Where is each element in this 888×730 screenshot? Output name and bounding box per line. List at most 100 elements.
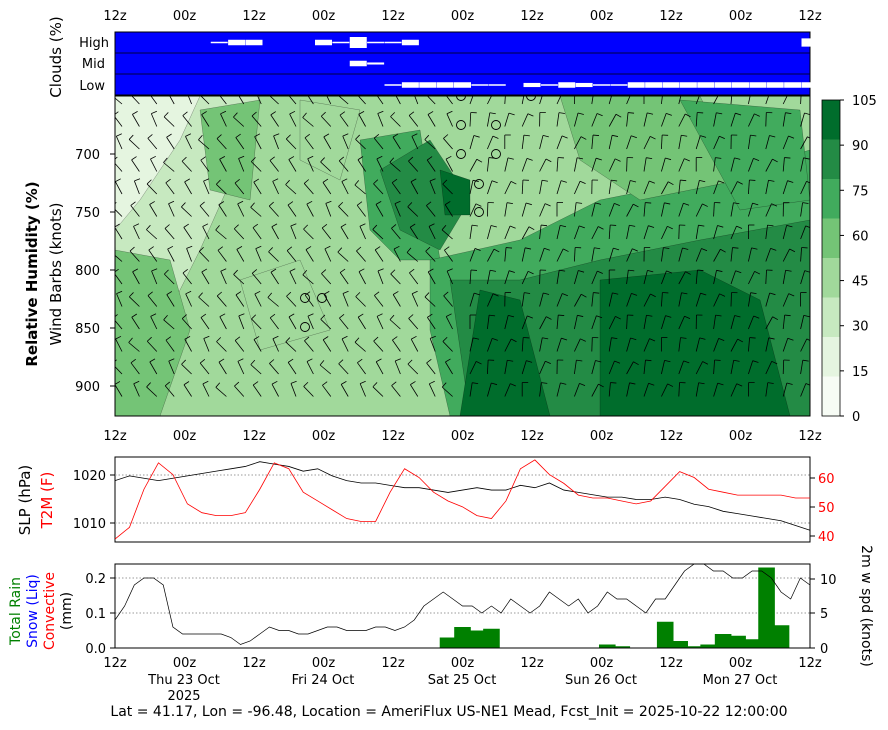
wind-barb-staff xyxy=(443,138,453,150)
cloud-bar xyxy=(228,39,246,46)
wind-barb-feather xyxy=(131,313,138,318)
wind-barb-staff xyxy=(304,294,314,307)
wind-barb-staff xyxy=(443,295,453,307)
wind-barb-staff xyxy=(408,318,419,330)
wind-barb-feather xyxy=(273,133,280,137)
colorbar-segment xyxy=(822,337,840,377)
wind-barb-staff xyxy=(252,227,262,240)
rh-contour-region xyxy=(299,99,361,181)
wind-barb-staff xyxy=(713,382,719,397)
wind-barb-staff xyxy=(695,135,701,150)
wind-barb-feather xyxy=(545,158,552,163)
wind-barb-staff xyxy=(320,318,332,330)
wind-barb-staff xyxy=(129,296,140,307)
wind-barb-staff xyxy=(427,271,436,285)
wind-barb-feather xyxy=(593,292,600,294)
wind-barb-feather xyxy=(233,112,238,118)
wind-barb-feather xyxy=(507,157,514,160)
wind-barb-feather xyxy=(115,359,117,362)
wind-barb-staff xyxy=(626,293,632,307)
wind-barb-feather xyxy=(376,155,383,160)
wind-barb-feather xyxy=(445,358,451,363)
wind-barb-staff xyxy=(591,247,595,262)
cloud-bar xyxy=(384,41,402,44)
wind-barb-staff xyxy=(678,135,682,150)
wind-barb-feather xyxy=(407,202,413,208)
wind-barb-feather xyxy=(235,133,241,138)
wind-barb-staff xyxy=(765,135,770,150)
wind-barb-staff xyxy=(392,136,401,150)
wind-barb-staff xyxy=(643,360,646,375)
wind-barb-feather xyxy=(611,337,618,340)
wind-barb-staff xyxy=(574,157,578,172)
wind-barb-staff xyxy=(286,250,297,262)
wind-barb-feather xyxy=(429,380,435,385)
wind-barb-feather xyxy=(252,223,259,228)
wind-barb-feather xyxy=(715,314,722,317)
wind-barb-feather xyxy=(320,111,326,117)
wind-barb-feather xyxy=(339,314,345,319)
wind-barb-feather xyxy=(430,335,436,339)
wind-barb-feather xyxy=(427,111,434,115)
wind-barb-staff xyxy=(487,225,492,240)
wind-barb-feather xyxy=(475,361,482,365)
wind-barb-staff xyxy=(128,139,140,150)
wind-barb-feather xyxy=(441,225,447,231)
wind-barb-staff xyxy=(608,316,616,330)
wind-barb-staff xyxy=(556,248,564,262)
wind-barb-staff xyxy=(782,225,787,240)
wind-barb-staff xyxy=(285,138,297,150)
wind-barb-staff xyxy=(376,316,384,330)
wind-barb-feather xyxy=(199,359,206,364)
calm-wind-circle xyxy=(491,149,501,159)
wind-barb-feather xyxy=(665,315,672,318)
date-labels: Thu 23 Oct Fri 24 Oct Sat 25 Oct Sun 26 Oct… xyxy=(147,673,777,688)
wind-barb-staff xyxy=(643,293,651,307)
wind-barb-staff xyxy=(320,115,332,127)
wind-barb-staff xyxy=(372,229,384,240)
wind-barb-feather xyxy=(772,316,779,321)
wind-barb-staff xyxy=(556,96,562,105)
wind-barb-feather xyxy=(663,247,670,249)
wind-barb-feather xyxy=(270,111,276,116)
wind-barb-staff xyxy=(115,136,123,150)
wind-barb-feather xyxy=(339,268,346,273)
wind-barb-staff xyxy=(626,96,631,105)
wind-barb-feather xyxy=(594,247,601,250)
wind-barb-feather xyxy=(201,111,207,115)
precip-bars xyxy=(439,567,790,648)
wind-barb-staff xyxy=(357,316,366,330)
wind-barb-feather xyxy=(269,313,276,319)
wind-barb-staff xyxy=(307,315,314,330)
wind-barb-feather xyxy=(702,361,709,365)
wind-barb-feather xyxy=(271,380,278,385)
wind-barb-staff xyxy=(115,320,123,330)
wind-barb-feather xyxy=(614,158,621,162)
rh-x-tick: 12z xyxy=(242,429,266,444)
wind-barb-feather xyxy=(493,248,500,253)
wind-barb-staff xyxy=(487,382,492,397)
wind-barb-staff xyxy=(521,135,525,150)
wind-barb-feather xyxy=(632,248,638,252)
wind-barb-staff xyxy=(487,96,492,105)
wind-barb-staff xyxy=(269,160,279,172)
wind-barb-feather xyxy=(272,335,279,340)
wind-barb-feather xyxy=(562,248,569,252)
calm-wind-circle xyxy=(474,207,484,217)
wind-barb-feather xyxy=(168,200,175,205)
wind-barb-feather xyxy=(148,246,154,251)
cloud-bar xyxy=(401,39,419,46)
wind-barb-feather xyxy=(612,134,619,137)
wind-barb-feather xyxy=(341,335,348,340)
wind-barb-feather xyxy=(374,246,381,251)
wind-barb-staff xyxy=(713,249,721,262)
wind-barb-staff xyxy=(608,96,612,105)
wind-barb-feather xyxy=(323,133,330,138)
wind-barb-staff xyxy=(219,159,227,172)
wind-barb-feather xyxy=(442,179,448,185)
colorbar-tick: 75 xyxy=(852,184,869,199)
wind-barb-feather xyxy=(443,291,449,297)
wind-barb-staff xyxy=(441,229,453,240)
wind-barb-feather xyxy=(181,202,186,208)
